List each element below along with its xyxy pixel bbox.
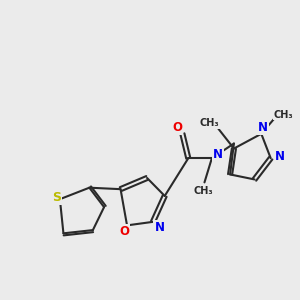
Text: N: N [154, 220, 164, 234]
Text: N: N [213, 148, 223, 161]
Text: O: O [119, 225, 129, 239]
Text: CH₃: CH₃ [200, 118, 219, 128]
Text: S: S [52, 191, 61, 204]
Text: CH₃: CH₃ [193, 186, 213, 196]
Text: O: O [172, 122, 182, 134]
Text: CH₃: CH₃ [274, 110, 293, 120]
Text: N: N [258, 121, 268, 134]
Text: N: N [274, 150, 285, 163]
